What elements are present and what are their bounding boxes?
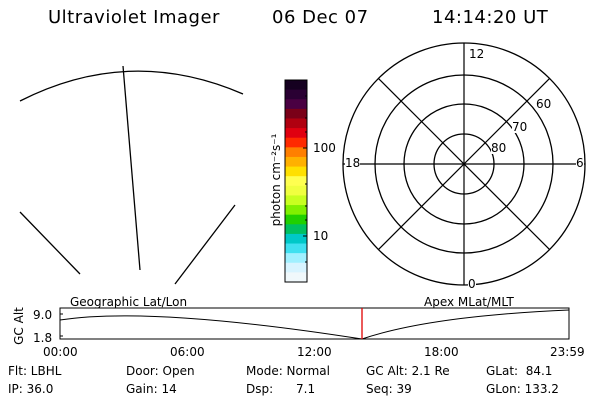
instrument-title: Ultraviolet Imager bbox=[48, 7, 220, 28]
mlt-label-18: 18 bbox=[345, 156, 361, 170]
timeline-xtick-2359: 23:59 bbox=[550, 345, 585, 359]
timeline-ytick-bottom: 1.8 bbox=[33, 331, 53, 345]
colorbar-cell bbox=[285, 166, 307, 177]
coastline-left bbox=[19, 211, 81, 275]
coastline-right bbox=[174, 204, 236, 285]
mlt-label-0: 0 bbox=[468, 277, 476, 291]
mlt-label-12: 12 bbox=[469, 47, 485, 61]
colorbar-cell bbox=[285, 205, 307, 216]
status-dsp: Dsp: 7.1 bbox=[246, 382, 316, 396]
mlt-label-6: 6 bbox=[576, 156, 584, 170]
meridian-line bbox=[122, 65, 141, 271]
mlat-label-60: 60 bbox=[536, 97, 552, 111]
colorbar-cell bbox=[285, 195, 307, 206]
colorbar-cell bbox=[285, 147, 307, 158]
timeline-xtick-0000: 00:00 bbox=[43, 345, 78, 359]
colorbar-cell bbox=[285, 156, 307, 168]
earth-limb-arc bbox=[19, 70, 244, 102]
colorbar-tick-10: 10 bbox=[313, 229, 329, 243]
timeline-xtick-1800: 18:00 bbox=[424, 345, 459, 359]
colorbar-cell bbox=[285, 137, 307, 148]
time-label: 14:14:20 UT bbox=[432, 7, 549, 28]
status-seq: Seq: 39 bbox=[366, 382, 412, 396]
colorbar-cell bbox=[285, 99, 307, 110]
status-ip: IP: 36.0 bbox=[8, 382, 54, 396]
date-label: 06 Dec 07 bbox=[272, 7, 369, 28]
timeline-left-label: Geographic Lat/Lon bbox=[70, 295, 188, 309]
status-door: Door: Open bbox=[126, 364, 195, 378]
colorbar-cell bbox=[285, 243, 307, 254]
timeline-xtick-1200: 12:00 bbox=[297, 345, 332, 359]
colorbar-cell bbox=[285, 176, 307, 187]
status-mode: Mode: Normal bbox=[246, 364, 330, 378]
colorbar-cell bbox=[285, 272, 307, 283]
gc-alt-curve bbox=[59, 309, 570, 340]
status-gc-alt: GC Alt: 2.1 Re bbox=[366, 364, 450, 378]
status-glon: GLon: 133.2 bbox=[486, 382, 559, 396]
colorbar-cell bbox=[285, 253, 307, 264]
colorbar-cell bbox=[285, 214, 307, 225]
colorbar-cell bbox=[285, 80, 307, 91]
timeline-right-label: Apex MLat/MLT bbox=[424, 295, 514, 309]
mlat-label-80: 80 bbox=[491, 141, 507, 155]
status-glat: GLat: 84.1 bbox=[486, 364, 553, 378]
status-gain: Gain: 14 bbox=[126, 382, 177, 396]
colorbar-cell bbox=[285, 108, 307, 120]
polar-diagonal-2 bbox=[377, 77, 551, 251]
colorbar-cell bbox=[285, 89, 307, 100]
colorbar-cell bbox=[285, 262, 307, 273]
colorbar-cell bbox=[285, 185, 307, 197]
colorbar-cell bbox=[285, 224, 307, 235]
timeline-ytick-top: 9.0 bbox=[33, 308, 53, 322]
status-flt: Flt: LBHL bbox=[8, 364, 62, 378]
colorbar-cell bbox=[285, 128, 307, 139]
timeline-xtick-0600: 06:00 bbox=[170, 345, 205, 359]
colorbar-tick-100: 100 bbox=[313, 141, 336, 155]
colorbar-cell bbox=[285, 233, 307, 245]
mlat-label-70: 70 bbox=[512, 120, 528, 134]
colorbar-cell bbox=[285, 118, 307, 129]
